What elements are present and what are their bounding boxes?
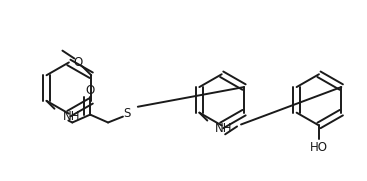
Text: S: S: [123, 107, 131, 120]
Text: O: O: [74, 56, 83, 69]
Text: O: O: [86, 83, 95, 96]
Text: NH: NH: [215, 122, 233, 135]
Text: NH: NH: [62, 110, 80, 123]
Text: HO: HO: [310, 141, 328, 154]
